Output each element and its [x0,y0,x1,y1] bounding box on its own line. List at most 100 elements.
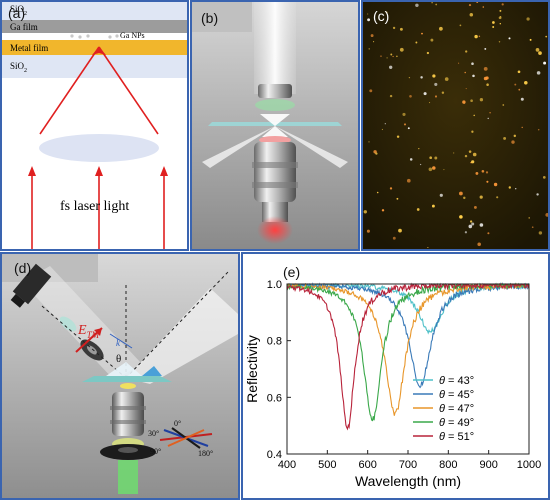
speckle [420,164,421,165]
speckle [367,18,370,21]
panel-d-illustration: ETM k θ 0° 30° 90° 180° [2,254,238,498]
theta-label: θ [116,353,121,365]
legend-value: = 49° [448,417,474,429]
speckle [471,62,474,65]
speckle [502,104,504,106]
speckle [536,193,538,195]
speckle [408,127,410,129]
speckle [390,54,392,56]
speckle [518,70,521,73]
speckle [477,243,481,247]
speckle [472,75,475,78]
speckle [480,223,484,227]
speckle [463,197,465,199]
speckle [393,237,396,240]
speckle [432,205,435,208]
y-tick-label: 0.6 [267,392,282,404]
speckle [480,98,483,101]
speckle [499,10,501,12]
speckle [462,100,465,103]
speckle [393,56,394,57]
speckle [464,72,466,74]
speckle [473,115,475,117]
speckle [367,230,370,233]
x-axis-label: Wavelength (nm) [355,473,461,489]
speckle [521,98,524,101]
speckle [396,198,398,200]
speckle [415,4,418,7]
speckle [459,192,463,196]
speckle [445,77,449,81]
speckle [368,141,369,142]
speckle [482,170,485,173]
legend-value: = 45° [448,389,474,401]
speckle [393,27,395,29]
legend-value: = 47° [448,403,474,415]
speckle [503,137,506,140]
panel-a-schematic: SiO2 Ga film Ga NPs Metal film SiO2 fs l… [2,2,187,249]
speckle [367,13,368,14]
speckle [538,51,542,55]
speckle [484,48,486,50]
speckle [460,25,462,27]
speckle [396,56,397,57]
focusing-lens [39,134,159,162]
speckle [486,181,488,183]
speckle [479,36,480,37]
panel-a: SiO2 Ga film Ga NPs Metal film SiO2 fs l… [0,0,189,251]
speckle [514,135,516,137]
speckle [398,229,402,233]
speckle [465,231,467,233]
speckle [402,113,405,116]
detector-center [118,447,138,453]
speckle [404,123,406,125]
speckle [474,35,477,38]
speckle [385,123,386,124]
speckle [518,89,520,91]
angle-90-label: 90° [150,447,161,456]
speckle [369,89,372,92]
speckle [409,95,412,98]
sample-stage [82,376,172,382]
speckle [407,179,411,183]
speckle [538,129,539,130]
e-field-symbol: E [77,323,87,338]
speckle [400,28,403,31]
speckle [434,157,437,160]
speckle [424,92,427,95]
condenser-lens [255,99,295,111]
speckle [470,13,474,17]
legend-label: θ = 51° [439,431,474,443]
speckle [397,135,399,137]
speckle [492,26,494,28]
objective-ring [252,182,298,188]
top-objective [258,84,292,98]
panel-b-label: (b) [201,10,218,26]
objective-ring [110,420,146,424]
chart-series [287,284,529,429]
speckle [487,232,489,234]
y-tick-label: 1.0 [267,279,282,291]
panel-b-illustration [192,2,358,249]
speckle [435,95,437,97]
x-tick-label: 700 [399,459,417,471]
speckle [500,23,501,24]
speckle [417,208,420,211]
speckle [427,52,429,54]
yellow-focus [120,383,136,389]
green-output-beam [118,460,138,494]
series-line [287,284,529,429]
speckle [509,186,511,188]
sio2-bottom-layer [2,55,187,78]
speckle [410,158,413,161]
speckle [453,152,454,153]
legend-label: θ = 49° [439,417,474,429]
speckle [429,167,433,171]
legend-theta: θ [439,403,448,415]
laser-text: fs laser light [60,199,129,214]
speckle [469,4,471,6]
speckle [375,152,377,154]
red-laser-glow [257,216,293,244]
speckle [429,156,432,159]
light-beam [254,2,296,94]
